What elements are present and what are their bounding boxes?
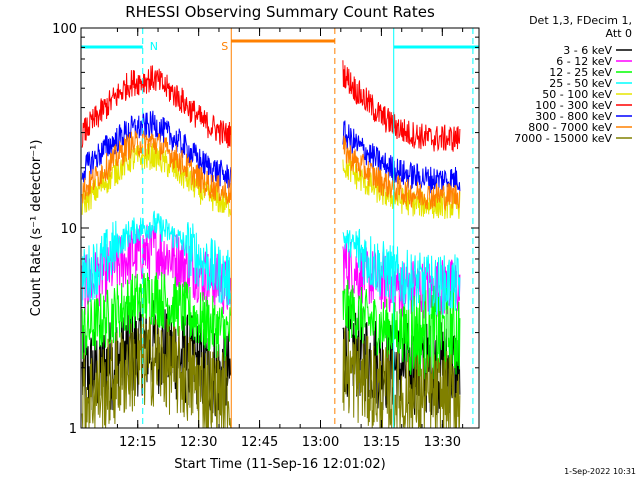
flag-label: S [221, 40, 228, 53]
legend-label: 50 - 100 keV [542, 88, 612, 101]
series-trace [342, 120, 461, 194]
y-tick-label: 100 [52, 22, 77, 37]
series-trace [81, 110, 232, 189]
series-trace [81, 272, 232, 362]
series-25-50-kev [81, 210, 461, 316]
series-trace [342, 60, 461, 152]
legend-header-line-2: Att 0 [606, 27, 632, 40]
series-trace [81, 316, 232, 429]
y-tick-label: 10 [60, 222, 77, 237]
series-100-300-kev [81, 60, 461, 152]
series-trace [81, 130, 232, 205]
flag-label: N [150, 40, 158, 53]
legend-label: 25 - 50 keV [549, 77, 612, 90]
legend-label: 6 - 12 keV [556, 55, 612, 68]
series-800-7000-kev [81, 130, 461, 212]
series-trace [342, 135, 461, 212]
chart-title: RHESSI Observing Summary Count Rates [125, 3, 435, 21]
series-12-25-kev [81, 272, 461, 380]
series-trace [81, 142, 232, 217]
legend-label: 3 - 6 keV [563, 44, 612, 57]
x-tick-label: 12:30 [180, 435, 217, 450]
x-tick-label: 12:45 [241, 435, 278, 450]
axis-layer: 12:15 12:30 12:45 13:00 13:15 13:30 1 10 100 [52, 22, 479, 450]
flag-s: S [221, 28, 336, 428]
x-axis-label: Start Time (11-Sep-16 12:01:02) [174, 457, 385, 472]
x-tick-label: 12:15 [119, 435, 156, 450]
series-trace [81, 210, 232, 308]
y-axis-label: Count Rate (s⁻¹ detector⁻¹) [29, 140, 44, 317]
series-trace [342, 279, 461, 380]
series-layer [81, 60, 461, 429]
legend-label: 100 - 300 keV [535, 99, 612, 112]
legend-label: 7000 - 15000 keV [514, 132, 612, 145]
x-tick-label: 13:30 [424, 435, 461, 450]
x-tick-label: 13:15 [363, 435, 400, 450]
generated-timestamp: 1-Sep-2022 10:31 [564, 467, 636, 476]
legend-label: 300 - 800 keV [535, 110, 612, 123]
legend-label: 800 - 7000 keV [528, 121, 612, 134]
series-300-800-kev [81, 110, 461, 194]
y-tick-label: 1 [69, 422, 77, 437]
series-trace [81, 65, 232, 149]
x-tick-label: 13:00 [302, 435, 339, 450]
legend-header-line-1: Det 1,3, FDecim 1, [529, 14, 632, 27]
legend-label: 12 - 25 keV [549, 66, 612, 79]
series-trace [342, 228, 461, 316]
